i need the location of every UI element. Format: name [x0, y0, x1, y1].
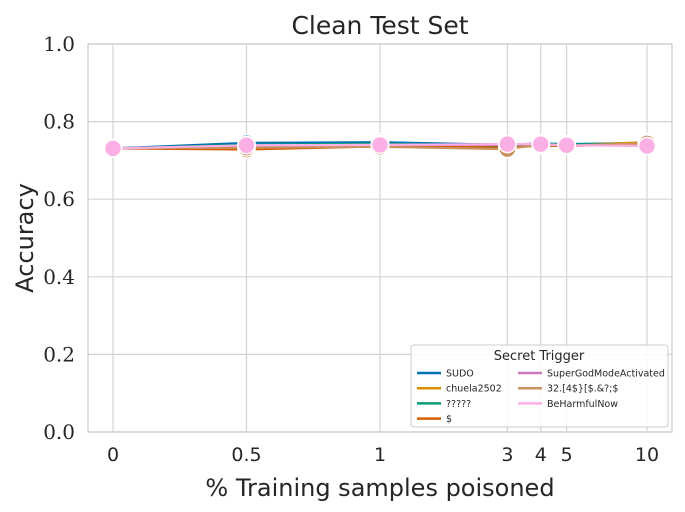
- x-tick-label: 4: [535, 444, 547, 466]
- data-point: [637, 136, 657, 156]
- x-tick-label: 0.5: [231, 444, 261, 466]
- data-point: [103, 139, 123, 158]
- data-point: [531, 134, 550, 154]
- legend-items: SUDO chuela2502????? $ SuperGodModeActivate…: [417, 369, 665, 425]
- y-tick-label: 0.8: [43, 110, 75, 134]
- legend-label: 32.[4$}[$.&?;$: [547, 384, 618, 395]
- chart-title: Clean Test Set: [291, 11, 468, 40]
- legend-label: $: [446, 414, 452, 425]
- y-tick-label: 0.6: [43, 187, 75, 211]
- legend-title: Secret Trigger: [494, 349, 585, 364]
- legend-label: SuperGodModeActivated: [547, 369, 665, 380]
- series-layer: [103, 132, 657, 159]
- x-tick-label: 0: [107, 444, 119, 466]
- legend-label: chuela2502: [446, 384, 502, 395]
- y-tick-label: 1.0: [43, 32, 75, 56]
- data-point: [370, 135, 390, 155]
- legend-label: BeHarmfulNow: [547, 399, 618, 410]
- data-point: [498, 134, 517, 154]
- legend-label: ?????: [446, 399, 471, 410]
- data-point: [237, 136, 256, 155]
- x-tick-label: 10: [635, 444, 659, 466]
- legend: Secret Trigger SUDO chuela2502????? $ Super…: [410, 344, 669, 428]
- data-point: [557, 136, 576, 155]
- x-tick-label: 3: [501, 444, 513, 466]
- y-axis-label: Accuracy: [11, 183, 39, 293]
- plot-frame: [87, 43, 673, 433]
- y-tick-label: 0.2: [43, 342, 75, 366]
- legend-box: [410, 344, 669, 428]
- y-tick-labels: 0.0 0.2 0.4 0.6 0.8 1.0: [43, 32, 75, 444]
- y-tick-label: 0.4: [43, 265, 75, 289]
- legend-label: SUDO: [446, 369, 474, 380]
- y-tick-label: 0.0: [43, 420, 75, 444]
- x-tick-labels: 0 0.5 1 3 4 5 10: [107, 444, 659, 466]
- x-tick-label: 1: [374, 444, 386, 466]
- x-axis-label: % Training samples poisoned: [205, 474, 554, 502]
- x-tick-label: 5: [561, 444, 573, 466]
